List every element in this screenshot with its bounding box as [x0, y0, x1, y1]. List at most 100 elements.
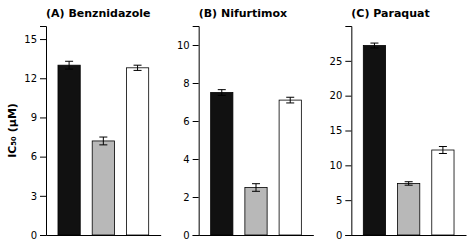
y-tick: 3 [31, 191, 46, 202]
x-axis [352, 235, 467, 237]
y-tick-mark [40, 78, 46, 79]
error-bar [99, 137, 107, 145]
error-bar-cap [405, 185, 413, 186]
y-tick-label: 9 [31, 112, 37, 123]
y-tick-mark [193, 235, 199, 236]
x-axis-line [352, 235, 467, 236]
y-tick: 15 [330, 125, 352, 136]
panel-title: (B) Nifurtimox [199, 7, 287, 20]
x-axis [199, 235, 314, 237]
y-tick-label: 12 [24, 73, 37, 84]
error-bar [405, 182, 413, 185]
y-tick: 10 [177, 40, 199, 51]
marks [58, 61, 149, 235]
y-tick-mark [345, 165, 351, 166]
panel: 0 2 4 6 8 10 (B) Nifurtimox [177, 7, 314, 241]
y-tick: 25 [330, 56, 352, 67]
y-tick: 10 [330, 160, 352, 171]
y-tick-label: 6 [183, 116, 189, 127]
y-tick-mark [345, 61, 351, 62]
bar [245, 188, 267, 236]
y-tick: 9 [31, 112, 46, 123]
y-axis: 0 5 10 15 20 25 [330, 27, 352, 241]
error-bar-cap [218, 89, 226, 90]
y-tick: 20 [330, 90, 352, 101]
y-tick: 5 [336, 195, 351, 206]
error-bar [252, 184, 260, 192]
marks [211, 90, 302, 235]
error-bar-stem [256, 184, 257, 192]
chart-svg: 0 3 6 9 12 15 (A) Benznidazole IC₅₀ (μM) 0 2 4 6 8 10… [0, 0, 474, 247]
y-tick: 0 [336, 230, 351, 241]
y-tick-label: 5 [336, 195, 342, 206]
error-bar [134, 65, 142, 70]
panel-title: (A) Benznidazole [46, 7, 151, 20]
error-bar-cap [99, 144, 107, 145]
y-tick: 12 [24, 73, 46, 84]
error-bar-stem [137, 65, 138, 70]
error-bar-stem [290, 97, 291, 103]
x-axis [47, 235, 162, 237]
y-axis-title: IC₅₀ (μM) [6, 103, 19, 158]
error-bar [65, 61, 73, 69]
bar [279, 100, 301, 235]
y-tick-mark [40, 235, 46, 236]
error-bar-cap [134, 70, 142, 71]
y-tick: 4 [183, 154, 198, 165]
x-axis-line [199, 235, 314, 236]
y-tick-label: 0 [336, 230, 342, 241]
y-tick-mark [193, 83, 199, 84]
y-tick-label: 10 [177, 40, 190, 51]
error-bar [218, 90, 226, 96]
error-bar-cap [252, 183, 260, 184]
error-bar-cap [134, 65, 142, 66]
error-bar-cap [65, 61, 73, 62]
error-bar-stem [69, 61, 70, 69]
y-tick-mark [40, 117, 46, 118]
y-tick-mark [345, 96, 351, 97]
y-axis-line [345, 27, 352, 236]
bar [92, 141, 114, 235]
error-bar-cap [286, 102, 294, 103]
y-tick-mark [193, 197, 199, 198]
error-bar-stem [221, 90, 222, 96]
error-bar-cap [218, 95, 226, 96]
y-tick-label: 2 [183, 192, 189, 203]
y-tick-mark [40, 39, 46, 40]
panel: 0510152025(C) Paraquat [330, 7, 467, 241]
bar [211, 93, 233, 236]
y-tick-mark [40, 196, 46, 197]
y-tick-mark [193, 121, 199, 122]
y-tick-mark [345, 131, 351, 132]
y-tick-label: 8 [183, 78, 189, 89]
y-tick-mark [345, 235, 351, 236]
y-tick: 6 [31, 151, 46, 162]
y-tick-mark [345, 200, 351, 201]
bar [398, 183, 420, 235]
marks [363, 43, 454, 235]
bar [363, 46, 385, 235]
y-tick-mark [193, 159, 199, 160]
y-tick-label: 15 [24, 34, 37, 45]
y-tick-label: 6 [31, 151, 37, 162]
y-tick: 8 [183, 78, 198, 89]
error-bar-cap [252, 191, 260, 192]
y-tick: 0 [31, 230, 46, 241]
panel: 0 3 6 9 12 15 (A) Benznidazole IC₅₀ (μM) [6, 7, 161, 241]
y-tick-label: 0 [183, 230, 189, 241]
y-tick-label: 0 [31, 230, 37, 241]
error-bar-cap [370, 43, 378, 44]
y-tick-mark [40, 157, 46, 158]
error-bar-cap [439, 146, 447, 147]
y-axis-line [40, 27, 47, 236]
error-bar-cap [65, 69, 73, 70]
bar [58, 65, 80, 235]
error-bar-cap [99, 137, 107, 138]
y-tick-label: 25 [330, 56, 343, 67]
y-tick: 15 [24, 34, 46, 45]
y-tick-label: 10 [330, 160, 343, 171]
y-axis: 0 3 6 9 12 15 [24, 27, 46, 241]
y-tick-label: 15 [330, 125, 343, 136]
bar [432, 150, 454, 235]
error-bar-stem [374, 43, 375, 48]
